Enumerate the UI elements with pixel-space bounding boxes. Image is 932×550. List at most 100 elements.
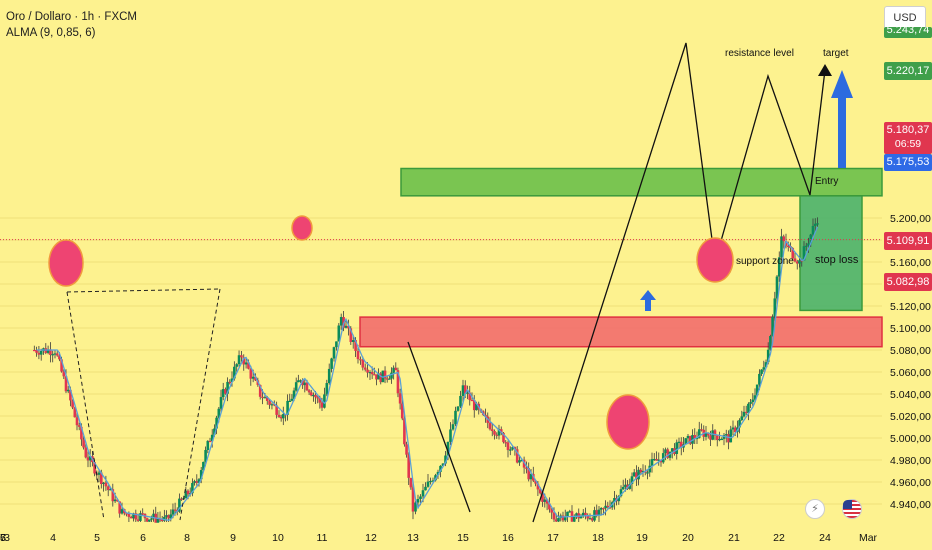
candle-down bbox=[158, 518, 162, 521]
candle-down bbox=[394, 367, 398, 371]
x-tick-label: 18 bbox=[592, 532, 604, 544]
candle-down bbox=[709, 435, 712, 440]
symbol-title: Oro / Dollaro · 1h · FXCM bbox=[6, 11, 137, 23]
candle-up bbox=[46, 349, 50, 353]
candle-down bbox=[396, 370, 400, 394]
alma-price-badge: 5.175,53 bbox=[884, 154, 932, 171]
us-flag-icon[interactable] bbox=[842, 499, 862, 519]
candle-up bbox=[421, 490, 425, 497]
candle-down bbox=[93, 462, 96, 474]
candle-down bbox=[307, 390, 311, 393]
candle-up bbox=[475, 403, 478, 411]
candle-up bbox=[617, 496, 621, 502]
y-tick-label: 5.020,00 bbox=[890, 411, 931, 423]
x-tick-label: 16 bbox=[502, 532, 514, 544]
candle-up bbox=[312, 394, 315, 397]
candle-up bbox=[816, 223, 819, 225]
candle-up bbox=[557, 518, 560, 522]
candle-up bbox=[436, 471, 440, 476]
candle-down bbox=[499, 429, 503, 433]
candle-up bbox=[335, 341, 338, 348]
currency-selector[interactable]: USD bbox=[884, 6, 926, 30]
candle-down bbox=[186, 490, 190, 495]
candle-down bbox=[584, 512, 587, 516]
candle-up bbox=[233, 366, 236, 379]
candle-up bbox=[668, 451, 672, 458]
candle-down bbox=[111, 489, 115, 502]
candle-down bbox=[548, 503, 551, 510]
x-tick-label: 5 bbox=[94, 532, 100, 544]
candle-up bbox=[351, 340, 355, 342]
y-tick-label: 5.200,00 bbox=[890, 213, 931, 225]
candle-down bbox=[366, 369, 369, 373]
candle-down bbox=[490, 429, 494, 432]
candle-down bbox=[715, 435, 719, 441]
candle-down bbox=[318, 397, 322, 403]
candle-down bbox=[361, 360, 365, 368]
candle-up bbox=[344, 325, 348, 328]
x-tick-label: 21 bbox=[728, 532, 740, 544]
price-badge-support-top: 5.109,91 bbox=[884, 232, 932, 250]
candle-down bbox=[265, 397, 269, 402]
candle-down bbox=[534, 480, 537, 484]
candle-down bbox=[639, 469, 643, 473]
candle-up bbox=[637, 469, 640, 480]
candle-up bbox=[381, 370, 385, 383]
candle-up bbox=[758, 373, 761, 385]
last-price-badge: 5.180,37 06:59 bbox=[884, 122, 932, 154]
candle-up bbox=[762, 367, 766, 370]
candle-up bbox=[97, 472, 101, 475]
pattern-line bbox=[532, 42, 826, 523]
candle-up bbox=[204, 450, 207, 462]
candle-up bbox=[150, 518, 153, 520]
candle-down bbox=[80, 426, 83, 440]
candle-down bbox=[258, 384, 262, 397]
candle-up bbox=[152, 513, 155, 519]
candle-up bbox=[724, 434, 728, 436]
candle-down bbox=[305, 382, 309, 391]
candle-up bbox=[303, 382, 307, 386]
candle-up bbox=[66, 389, 70, 392]
candle-up bbox=[798, 260, 801, 264]
candle-down bbox=[586, 515, 590, 519]
candle-down bbox=[84, 447, 88, 458]
candle-down bbox=[82, 439, 85, 448]
candle-up bbox=[292, 390, 296, 399]
candle-up bbox=[575, 513, 578, 517]
candle-up bbox=[199, 470, 203, 480]
candle-up bbox=[332, 347, 336, 359]
lightning-icon[interactable]: ⚡ bbox=[805, 499, 825, 519]
candle-down bbox=[541, 493, 544, 502]
candle-up bbox=[677, 441, 681, 443]
candle-up bbox=[202, 461, 205, 471]
candle-down bbox=[468, 392, 472, 400]
pattern-line bbox=[407, 341, 471, 513]
candle-down bbox=[314, 394, 317, 398]
x-tick-label: 26 bbox=[0, 532, 6, 544]
candle-down bbox=[655, 458, 658, 461]
candle-down bbox=[69, 389, 72, 401]
target-arrowhead bbox=[818, 64, 832, 76]
candle-up bbox=[244, 362, 248, 365]
dashed-trendline bbox=[179, 288, 221, 521]
candle-up bbox=[711, 430, 715, 440]
y-tick-label: 4.960,00 bbox=[890, 477, 931, 489]
candle-down bbox=[173, 509, 177, 511]
candle-up bbox=[811, 225, 815, 235]
candle-down bbox=[504, 442, 508, 444]
candle-down bbox=[525, 467, 528, 469]
candle-down bbox=[733, 427, 737, 433]
candle-up bbox=[206, 440, 210, 451]
candle-up bbox=[695, 437, 699, 440]
blue-arrow-target bbox=[831, 70, 853, 168]
candle-down bbox=[606, 505, 610, 508]
candle-up bbox=[414, 502, 417, 512]
candle-up bbox=[650, 459, 654, 466]
candle-up bbox=[191, 483, 194, 494]
x-tick-label: 22 bbox=[773, 532, 785, 544]
candle-up bbox=[237, 355, 241, 365]
candle-down bbox=[129, 516, 133, 519]
candle-up bbox=[390, 372, 393, 379]
candle-up bbox=[113, 499, 117, 502]
